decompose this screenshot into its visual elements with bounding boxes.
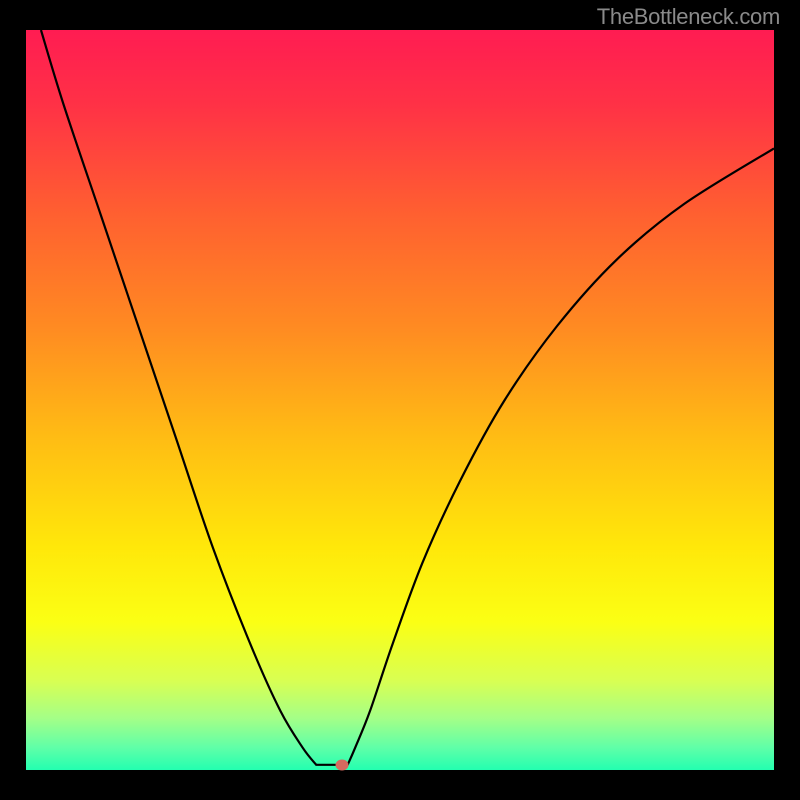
- watermark-text: TheBottleneck.com: [597, 4, 780, 30]
- bottleneck-curve-svg: [26, 30, 774, 770]
- bottleneck-curve-path: [41, 30, 774, 765]
- optimal-point-marker: [336, 759, 349, 770]
- plot-frame: [26, 30, 774, 770]
